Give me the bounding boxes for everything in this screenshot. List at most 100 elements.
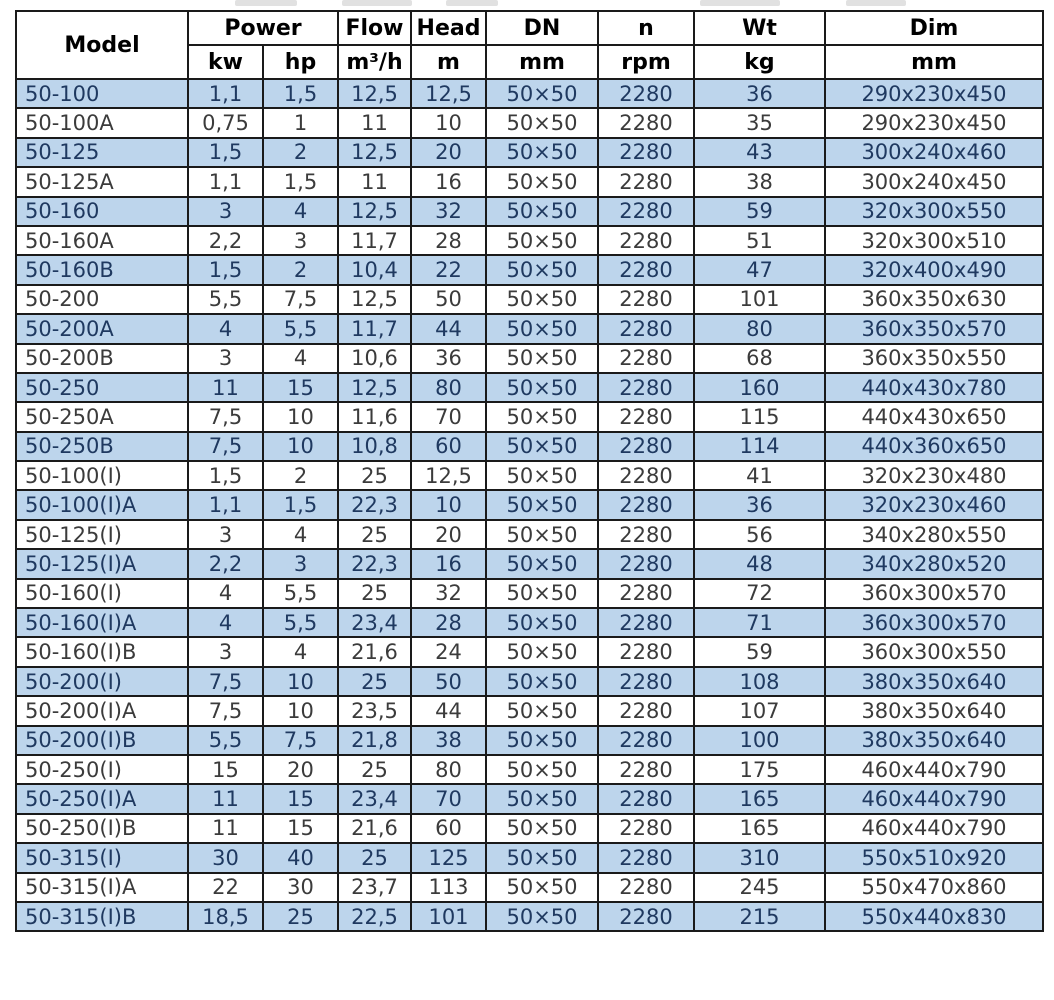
n-rpm-cell: 2280 <box>597 224 695 257</box>
dn-cell: 50×50 <box>485 107 599 139</box>
wt-cell: 108 <box>693 665 826 698</box>
col-header-n-unit: rpm <box>597 44 695 80</box>
head-cell: 10 <box>410 489 487 521</box>
model-cell: 50-315(I)A <box>15 871 189 903</box>
power-hp-cell: 1,5 <box>262 166 339 198</box>
dn-cell: 50×50 <box>485 489 599 521</box>
dim-cell: 550x440x830 <box>824 900 1044 933</box>
dn-cell: 50×50 <box>485 371 599 404</box>
power-hp-cell: 7,5 <box>262 724 339 756</box>
wt-cell: 48 <box>693 548 826 580</box>
power-kw-cell: 22 <box>187 871 264 903</box>
n-rpm-cell: 2280 <box>597 548 695 580</box>
power-kw-cell: 30 <box>187 842 264 874</box>
dim-cell: 340x280x520 <box>824 548 1044 580</box>
power-hp-cell: 15 <box>262 812 339 845</box>
col-header-flow-unit: m³/h <box>337 44 412 80</box>
dn-cell: 50×50 <box>485 695 599 727</box>
dn-cell: 50×50 <box>485 518 599 551</box>
model-cell: 50-100A <box>15 107 189 139</box>
power-kw-cell: 5,5 <box>187 724 264 756</box>
power-kw-cell: 4 <box>187 577 264 610</box>
table-body: 50-100 1,1 1,5 12,5 12,5 50×50 2280 36 290x230x4… <box>15 77 1044 933</box>
wt-cell: 68 <box>693 342 826 374</box>
flow-cell: 12,5 <box>337 195 412 227</box>
cropped-text-artifact <box>446 0 498 6</box>
power-hp-cell: 5,5 <box>262 607 339 639</box>
dim-cell: 440x360x650 <box>824 430 1044 463</box>
dim-cell: 340x280x550 <box>824 518 1044 551</box>
dn-cell: 50×50 <box>485 783 599 815</box>
power-kw-cell: 1,5 <box>187 460 264 492</box>
power-hp-cell: 4 <box>262 636 339 668</box>
dim-cell: 440x430x780 <box>824 371 1044 404</box>
dn-cell: 50×50 <box>485 430 599 463</box>
dn-cell: 50×50 <box>485 195 599 227</box>
table-row: 50-200(I) 7,5 10 25 50 50×50 2280 108 380x350x64… <box>15 665 1044 698</box>
head-cell: 70 <box>410 783 487 815</box>
wt-cell: 80 <box>693 313 826 345</box>
power-hp-cell: 4 <box>262 518 339 551</box>
n-rpm-cell: 2280 <box>597 460 695 492</box>
flow-cell: 23,4 <box>337 783 412 815</box>
table-row: 50-200B 3 4 10,6 36 50×50 2280 68 360x350x550 <box>15 342 1044 374</box>
n-rpm-cell: 2280 <box>597 254 695 286</box>
model-cell: 50-125(I) <box>15 518 189 551</box>
n-rpm-cell: 2280 <box>597 313 695 345</box>
flow-cell: 22,3 <box>337 489 412 521</box>
col-header-wt: Wt <box>693 10 826 46</box>
dn-cell: 50×50 <box>485 342 599 374</box>
dn-cell: 50×50 <box>485 77 599 110</box>
cropped-text-artifact <box>235 0 297 6</box>
head-cell: 12,5 <box>410 460 487 492</box>
power-hp-cell: 1,5 <box>262 77 339 110</box>
col-header-dn-unit: mm <box>485 44 599 80</box>
flow-cell: 22,3 <box>337 548 412 580</box>
flow-cell: 21,6 <box>337 636 412 668</box>
dn-cell: 50×50 <box>485 224 599 257</box>
flow-cell: 11,7 <box>337 313 412 345</box>
dim-cell: 360x350x570 <box>824 313 1044 345</box>
flow-cell: 11 <box>337 166 412 198</box>
flow-cell: 21,8 <box>337 724 412 756</box>
table-row: 50-160 3 4 12,5 32 50×50 2280 59 320x300x550 <box>15 195 1044 227</box>
head-cell: 16 <box>410 548 487 580</box>
flow-cell: 12,5 <box>337 283 412 316</box>
dim-cell: 320x230x460 <box>824 489 1044 521</box>
wt-cell: 115 <box>693 401 826 433</box>
header-row-groups: Model Power Flow Head DN n Wt Dim <box>15 10 1044 80</box>
power-kw-cell: 0,75 <box>187 107 264 139</box>
dn-cell: 50×50 <box>485 724 599 756</box>
cropped-text-artifact <box>700 0 780 6</box>
model-cell: 50-125(I)A <box>15 548 189 580</box>
wt-cell: 36 <box>693 77 826 110</box>
table-row: 50-315(I)A 22 30 23,7 113 50×50 2280 245 550x470… <box>15 871 1044 903</box>
head-cell: 28 <box>410 224 487 257</box>
flow-cell: 10,6 <box>337 342 412 374</box>
n-rpm-cell: 2280 <box>597 401 695 433</box>
dn-cell: 50×50 <box>485 460 599 492</box>
head-cell: 16 <box>410 166 487 198</box>
n-rpm-cell: 2280 <box>597 136 695 169</box>
dim-cell: 460x440x790 <box>824 812 1044 845</box>
col-header-head: Head <box>410 10 487 46</box>
head-cell: 20 <box>410 136 487 169</box>
table-row: 50-250B 7,5 10 10,8 60 50×50 2280 114 440x360x65… <box>15 430 1044 463</box>
wt-cell: 38 <box>693 166 826 198</box>
model-cell: 50-200B <box>15 342 189 374</box>
wt-cell: 59 <box>693 195 826 227</box>
table-row: 50-200(I)A 7,5 10 23,5 44 50×50 2280 107 380x350… <box>15 695 1044 727</box>
flow-cell: 12,5 <box>337 136 412 169</box>
flow-cell: 10,4 <box>337 254 412 286</box>
table-row: 50-200(I)B 5,5 7,5 21,8 38 50×50 2280 100 380x35… <box>15 724 1044 756</box>
dn-cell: 50×50 <box>485 871 599 903</box>
model-cell: 50-125A <box>15 166 189 198</box>
dn-cell: 50×50 <box>485 166 599 198</box>
dim-cell: 380x350x640 <box>824 695 1044 727</box>
n-rpm-cell: 2280 <box>597 430 695 463</box>
head-cell: 113 <box>410 871 487 903</box>
head-cell: 44 <box>410 313 487 345</box>
col-header-model: Model <box>15 10 189 80</box>
col-header-dim-unit: mm <box>824 44 1044 80</box>
wt-cell: 107 <box>693 695 826 727</box>
